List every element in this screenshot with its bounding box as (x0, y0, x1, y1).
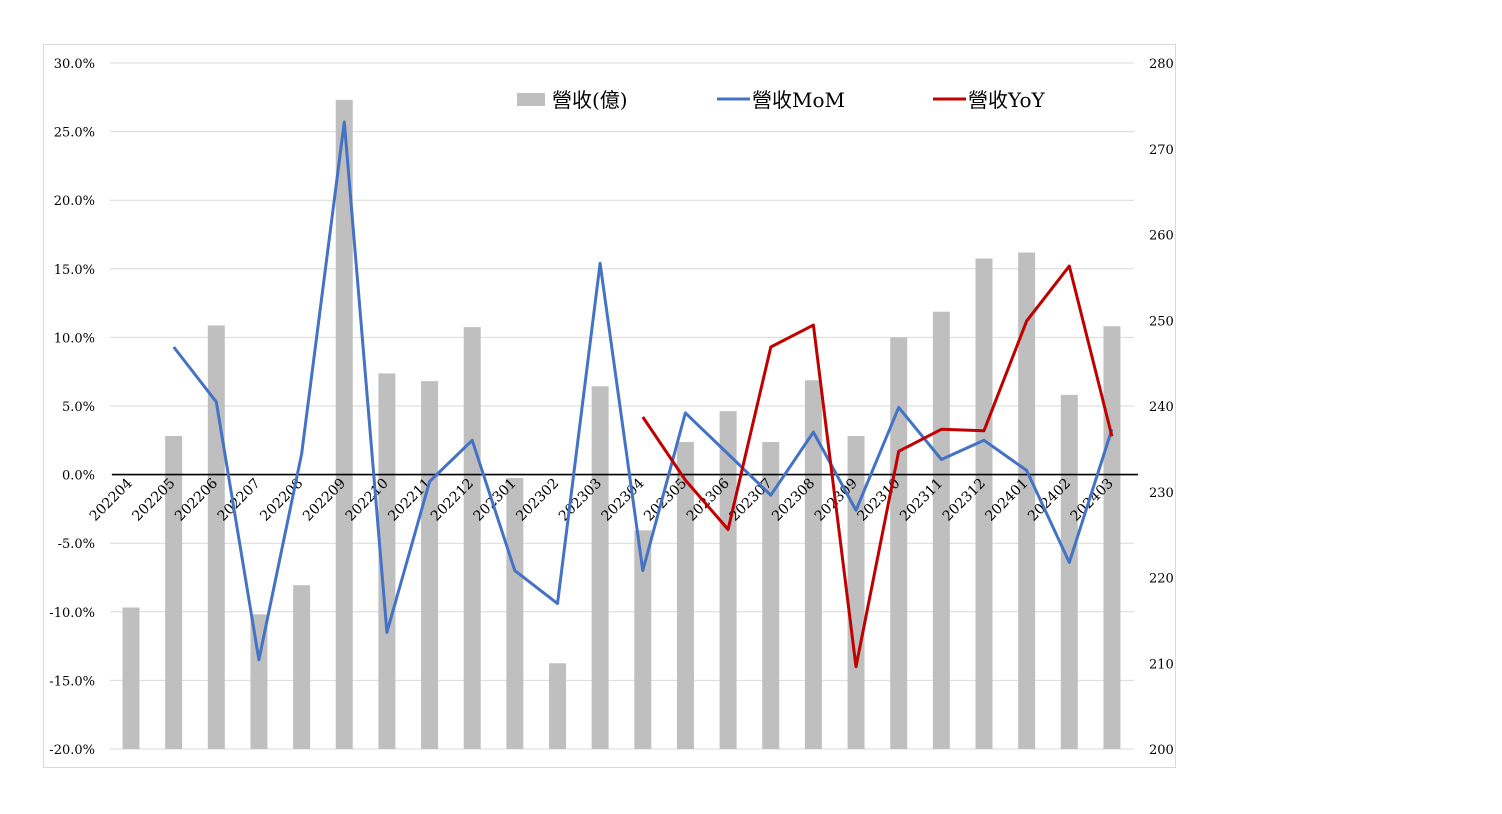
y-right-tick-label: 270 (1149, 143, 1174, 158)
legend-label-yoy: 營收YoY (968, 88, 1046, 112)
bar-202301 (506, 478, 524, 749)
y-left-tick-label: 0.0% (62, 469, 95, 484)
y-right-tick-label: 200 (1149, 743, 1174, 758)
legend-label-revenue: 營收(億) (552, 88, 628, 112)
bar-202211 (421, 381, 439, 749)
legend-label-mom: 營收MoM (752, 88, 845, 112)
bar-series-layer (122, 99, 1121, 749)
y-left-tick-label: 15.0% (54, 263, 95, 278)
bar-202303 (591, 386, 609, 749)
bar-202310 (890, 337, 908, 749)
y-left-tick-label: -20.0% (49, 743, 95, 758)
bar-202306 (719, 411, 737, 749)
chart-frame (43, 44, 1176, 768)
y-left-tick-label: -10.0% (49, 606, 95, 621)
bar-202308 (804, 380, 822, 749)
bar-202305 (676, 442, 694, 749)
y-left-tick-label: 20.0% (54, 194, 95, 209)
bar-202210 (378, 373, 396, 749)
y-left-tick-label: -15.0% (49, 674, 95, 689)
bar-202309 (847, 436, 865, 749)
y-left-tick-label: -5.0% (58, 537, 95, 552)
legend-swatch-revenue (517, 93, 545, 106)
bar-202402 (1060, 394, 1078, 749)
legend: 營收(億) 營收MoM 營收YoY (517, 88, 1046, 112)
y-right-tick-label: 240 (1149, 400, 1174, 415)
bar-202401 (1018, 252, 1036, 749)
bar-202302 (549, 663, 566, 749)
x-tick-label: 202208 (257, 476, 306, 525)
line-series-layer (172, 120, 1114, 669)
bar-202312 (975, 258, 993, 749)
bar-202204 (122, 607, 140, 749)
y-left-tick-label: 5.0% (62, 400, 95, 415)
y-left-tick-label: 30.0% (54, 57, 95, 72)
bar-202208 (293, 585, 311, 749)
y-right-tick-label: 220 (1149, 572, 1174, 587)
left-axis-tick-labels: -20.0% -15.0% -10.0% -5.0% 0.0% 5.0% 10.0% 15.0… (49, 57, 95, 758)
bar-202304 (634, 530, 652, 749)
bar-202205 (165, 436, 183, 749)
y-left-tick-label: 25.0% (54, 126, 95, 141)
bar-202311 (932, 311, 950, 749)
y-right-tick-label: 280 (1149, 57, 1174, 72)
bar-202206 (207, 325, 225, 749)
y-right-tick-label: 250 (1149, 314, 1174, 329)
y-right-tick-label: 210 (1149, 657, 1174, 672)
bar-202209 (335, 99, 353, 749)
line-series-mom (172, 120, 1114, 662)
y-right-tick-label: 260 (1149, 229, 1174, 244)
bar-202403 (1103, 326, 1121, 749)
y-left-tick-label: 10.0% (54, 331, 95, 346)
bar-202212 (463, 327, 481, 749)
y-right-tick-label: 230 (1149, 486, 1174, 501)
right-axis-tick-labels: 200 210 220 230 240 250 260 270 280 (1149, 57, 1174, 758)
line-series-yoy (641, 264, 1114, 669)
bar-202307 (762, 442, 780, 749)
bar-202207 (250, 614, 268, 749)
